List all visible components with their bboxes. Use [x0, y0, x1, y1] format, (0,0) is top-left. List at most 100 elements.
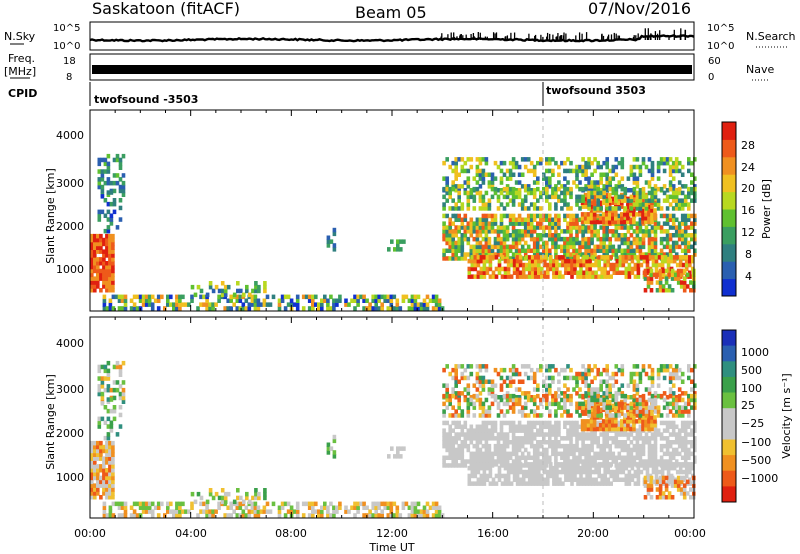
power-cell: [647, 184, 652, 189]
velocity-cell: [563, 459, 567, 464]
velocity-cell: [683, 401, 688, 407]
power-cell: [589, 216, 594, 221]
power-cell: [653, 184, 658, 189]
velocity-cell: [604, 419, 609, 424]
velocity-cell: [473, 469, 478, 475]
velocity-cell: [539, 420, 543, 426]
velocity-cell: [629, 432, 634, 437]
power-cell: [668, 180, 673, 185]
power-cell: [196, 284, 201, 290]
power-cell: [311, 298, 315, 303]
power-cell: [572, 244, 576, 250]
power-cell: [614, 206, 619, 211]
velocity-cbar-tick-neg1000: −1000: [741, 472, 778, 485]
velocity-cell: [451, 387, 455, 392]
power-cell: [499, 229, 504, 234]
power-cell: [520, 236, 525, 242]
power-cell: [548, 180, 552, 185]
power-cell: [466, 229, 471, 234]
power-cell: [451, 213, 455, 219]
power-cell: [487, 213, 492, 219]
velocity-cell: [156, 501, 161, 507]
velocity-cell: [314, 501, 318, 507]
velocity-cell: [665, 395, 670, 400]
velocity-cell: [533, 473, 538, 479]
power-cell: [115, 153, 120, 159]
power-cell: [425, 302, 430, 307]
power-cell: [545, 198, 549, 203]
velocity-heatmap: [90, 360, 697, 518]
power-cell: [653, 244, 658, 250]
power-cell: [472, 194, 477, 200]
power-cell: [638, 172, 643, 177]
velocity-cell: [546, 477, 550, 482]
power-cell: [529, 190, 534, 196]
power-cell: [166, 294, 170, 300]
velocity-cell: [410, 509, 415, 514]
velocity-cell: [505, 420, 510, 426]
power-cell: [548, 206, 552, 211]
power-cell: [632, 186, 637, 192]
power-cell: [639, 262, 644, 268]
power-y-tick-3000: 3000: [56, 177, 84, 190]
velocity-cell: [469, 395, 474, 400]
velocity-cell: [437, 513, 442, 518]
velocity-cell: [683, 424, 688, 429]
power-cell: [481, 217, 486, 222]
velocity-cell: [511, 371, 516, 377]
velocity-cell: [623, 455, 628, 460]
power-cell: [630, 266, 635, 272]
velocity-cell: [410, 501, 415, 507]
power-cell: [353, 294, 357, 300]
power-cell: [597, 255, 601, 260]
power-cell: [529, 225, 534, 230]
velocity-cell: [108, 475, 112, 481]
power-cell: [208, 281, 213, 286]
velocity-cell: [580, 426, 585, 432]
power-cell: [611, 216, 615, 221]
power-cell: [602, 225, 606, 230]
power-cell: [641, 186, 646, 192]
velocity-cell: [647, 440, 652, 445]
velocity-cell: [532, 459, 537, 464]
power-cell: [554, 233, 558, 238]
velocity-cell: [536, 428, 540, 433]
power-cell: [542, 176, 546, 181]
power-cell: [478, 225, 483, 230]
power-cell: [211, 288, 216, 294]
velocity-cell: [558, 462, 562, 467]
velocity-cell: [102, 448, 106, 454]
velocity-cell: [530, 473, 535, 479]
power-cell: [676, 280, 681, 285]
velocity-cell: [96, 448, 100, 454]
power-cell: [618, 262, 623, 268]
velocity-cell: [485, 462, 490, 467]
power-cell: [454, 217, 458, 222]
power-cell: [475, 229, 480, 234]
power-cell: [102, 306, 107, 311]
power-cell: [575, 202, 579, 207]
velocity-cell: [546, 473, 550, 479]
power-cell: [481, 168, 486, 174]
velocity-cell: [323, 505, 327, 510]
velocity-cell: [96, 471, 100, 477]
power-cell: [599, 172, 603, 177]
power-cell: [410, 294, 415, 300]
power-cell: [606, 270, 610, 275]
velocity-cell: [542, 436, 546, 441]
power-cell: [572, 240, 576, 246]
velocity-cell: [685, 491, 690, 496]
velocity-cell: [688, 477, 692, 482]
velocity-cell: [484, 379, 489, 384]
power-cell: [664, 288, 669, 293]
velocity-cell: [532, 424, 537, 429]
velocity-cell: [635, 383, 640, 388]
power-cell: [317, 306, 321, 311]
velocity-cell: [457, 447, 461, 453]
velocity-cell: [395, 509, 400, 514]
power-cell: [457, 244, 461, 250]
velocity-cell: [682, 495, 687, 500]
power-cell: [448, 221, 452, 226]
velocity-cell: [466, 387, 471, 392]
velocity-cell: [578, 401, 582, 407]
